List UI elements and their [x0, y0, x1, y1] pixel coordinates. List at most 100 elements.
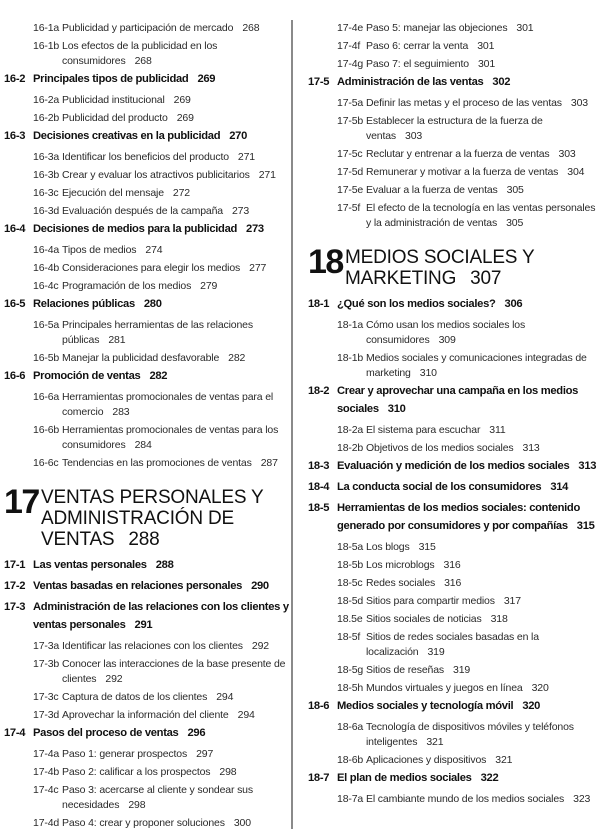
entry-title: Consideraciones para elegir los medios 27… [62, 261, 290, 276]
section-entry: 18-7 El plan de medios sociales 322 [308, 769, 598, 790]
subsection-entry: 17-5d Remunerar y motivar a la fuerza de … [308, 163, 598, 181]
entry-number: 17-2 [4, 580, 26, 592]
subsection-entry: 18-5g Sitios de reseñas 319 [308, 661, 598, 679]
entry-number: 17-5b [337, 114, 364, 127]
entry-number: 18-4 [308, 481, 330, 493]
entry-title-text: Remunerar y motivar a la fuerza de venta… [366, 165, 559, 178]
entry-title-text: Identificar los beneficios del producto [62, 150, 229, 163]
entry-title: Publicidad y participación de mercado 268 [62, 21, 290, 36]
entry-title-text: La conducta social de los consumidores [337, 481, 542, 493]
entry-title-text: Sitios de reseñas [366, 663, 444, 676]
section-entry: 18-3 Evaluación y medición de los medios … [308, 457, 598, 478]
column-divider [291, 20, 293, 829]
page-number: 283 [112, 405, 130, 418]
entry-number: 17-3b [33, 657, 60, 670]
entry-number: 17-5d [337, 165, 364, 178]
entry-title: Objetivos de los medios sociales 313 [366, 441, 598, 456]
entry-title-text: Los microblogs [366, 558, 435, 571]
entry-title: Las ventas personales 288 [33, 556, 290, 574]
entry-title-text: Decisiones de medios para la publicidad [33, 223, 238, 235]
page-number: 301 [477, 39, 495, 52]
entry-title-text: Sitios de redes sociales basadas en la l… [366, 630, 539, 658]
page-number: 273 [246, 223, 264, 235]
entry-title-text: Establecer la estructura de la fuerza de… [366, 114, 543, 142]
page-number: 306 [504, 298, 523, 310]
entry-number: 16-4b [33, 261, 60, 274]
entry-title-text: Las ventas personales [33, 559, 147, 571]
subsection-entry: 16-2b Publicidad del producto 269 [4, 109, 290, 127]
entry-title-text: Identificar las relaciones con los clien… [62, 639, 243, 652]
entry-title-text: Consideraciones para elegir los medios [62, 261, 241, 274]
entry-title: Los efectos de la publicidad en los cons… [62, 39, 290, 69]
entry-title: Medios sociales y tecnología móvil 320 [337, 697, 598, 715]
page-number: 294 [216, 690, 234, 703]
entry-number: 16-3a [33, 150, 60, 163]
subsection-entry: 16-2a Publicidad institucional 269 [4, 91, 290, 109]
entry-title: Herramientas promocionales de ventas par… [62, 423, 290, 453]
page-number: 298 [219, 765, 237, 778]
page-number: 271 [237, 150, 255, 163]
entry-number: 18-5 [308, 502, 330, 514]
entry-title: Paso 1: generar prospectos 297 [62, 747, 290, 762]
entry-title: Reclutar y entrenar a la fuerza de venta… [366, 147, 598, 162]
entry-number: 16-4 [4, 223, 26, 235]
section-entry: 18-1 ¿Qué son los medios sociales? 306 [308, 295, 598, 316]
section-entry: 16-3 Decisiones creativas en la publicida… [4, 127, 290, 148]
page-number: 303 [570, 96, 588, 109]
entry-title: Herramientas promocionales de ventas par… [62, 390, 290, 420]
entry-title-text: Manejar la publicidad desfavorable [62, 351, 220, 364]
page-number: 303 [405, 129, 423, 142]
entry-title-text: Paso 5: manejar las objeciones [366, 21, 508, 34]
entry-title-text: Publicidad del producto [62, 111, 168, 124]
entry-title-text: Definir las metas y el proceso de las ve… [366, 96, 562, 109]
entry-title-text: Evaluación después de la campaña [62, 204, 223, 217]
entry-title-text: Sitios para compartir medios [366, 594, 495, 607]
entry-title: Remunerar y motivar a la fuerza de venta… [366, 165, 598, 180]
subsection-entry: 17-5f El efecto de la tecnología en las v… [308, 199, 598, 232]
entry-number: 18-6b [337, 753, 364, 766]
entry-number: 17-4g [337, 57, 364, 70]
page-number: 322 [480, 772, 499, 784]
subsection-entry: 17-4b Paso 2: calificar a los prospectos 2… [4, 763, 290, 781]
entry-title-text: Crear y evaluar los atractivos publicita… [62, 168, 250, 181]
subsection-entry: 16-1a Publicidad y participación de merca… [4, 19, 290, 37]
entry-title: Evaluar a la fuerza de ventas 305 [366, 183, 598, 198]
entry-title: Mundos virtuales y juegos en línea 320 [366, 681, 598, 696]
page-number: 305 [506, 183, 524, 196]
page-number: 281 [108, 333, 126, 346]
subsection-entry: 18-5a Los blogs 315 [308, 538, 598, 556]
entry-number: 18-3 [308, 460, 330, 472]
entry-number: 16-5 [4, 298, 26, 310]
entry-title-text: Ejecución del mensaje [62, 186, 164, 199]
entry-title-text: Principales tipos de publicidad [33, 73, 189, 85]
chapter-title: VENTAS PERSONALES Y ADMINISTRACIÓN DE VE… [41, 487, 290, 550]
entry-title-text: Herramientas promocionales de ventas par… [62, 390, 274, 418]
subsection-entry: 16-5a Principales herramientas de las rel… [4, 316, 290, 349]
entry-title: Tecnología de dispositivos móviles y tel… [366, 720, 598, 750]
page-number: 300 [233, 816, 251, 829]
entry-number: 18.5e [337, 612, 363, 625]
page-number: 292 [105, 672, 123, 685]
page-number: 296 [187, 727, 206, 739]
entry-title-text: Aplicaciones y dispositivos [366, 753, 487, 766]
entry-title-text: Paso 7: el seguimiento [366, 57, 469, 70]
entry-title-text: Redes sociales [366, 576, 436, 589]
subsection-entry: 18-1a Cómo usan los medios sociales los c… [308, 316, 598, 349]
entry-title-text: Los blogs [366, 540, 410, 553]
subsection-entry: 17-3c Captura de datos de los clientes 294 [4, 688, 290, 706]
entry-number: 16-3 [4, 130, 26, 142]
entry-title: Cómo usan los medios sociales los consum… [366, 318, 598, 348]
entry-number: 18-1b [337, 351, 364, 364]
page-number: 298 [128, 798, 146, 811]
subsection-entry: 18.5e Sitios sociales de noticias 318 [308, 610, 598, 628]
entry-number: 17-4 [4, 727, 26, 739]
page-number: 320 [522, 700, 541, 712]
subsection-entry: 18-1b Medios sociales y comunicaciones in… [308, 349, 598, 382]
section-entry: 18-4 La conducta social de los consumidor… [308, 478, 598, 499]
page-number: 319 [427, 645, 445, 658]
entry-number: 18-6a [337, 720, 364, 733]
entry-number: 17-5e [337, 183, 364, 196]
entry-number: 18-1a [337, 318, 364, 331]
entry-title: Crear y evaluar los atractivos publicita… [62, 168, 290, 183]
subsection-entry: 17-3d Aprovechar la información del clien… [4, 706, 290, 724]
